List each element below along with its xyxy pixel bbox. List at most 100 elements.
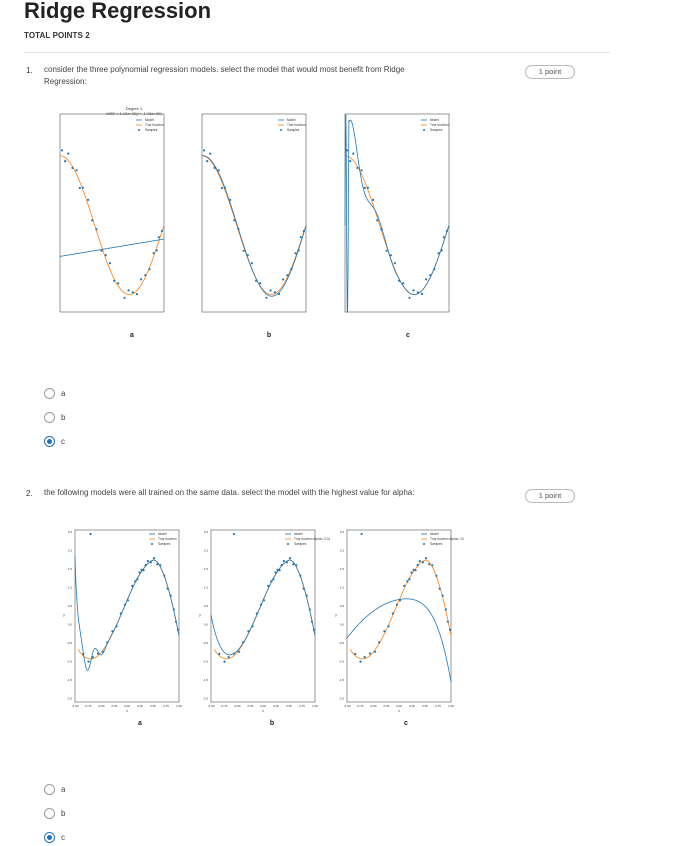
question-2-caption-b: b	[269, 720, 275, 727]
sample-point	[277, 292, 281, 296]
legend-label: Samples	[294, 542, 307, 546]
sample-point	[157, 236, 160, 239]
sample-point	[262, 599, 266, 602]
sample-point	[433, 268, 436, 271]
y-tick-label: 0.0	[204, 623, 209, 627]
question-2-text: the following models were all trained on…	[44, 488, 415, 497]
sample-point	[87, 660, 90, 663]
sample-point	[123, 296, 126, 299]
legend-marker	[287, 543, 289, 545]
radio-button-selected[interactable]	[44, 435, 55, 447]
sample-point	[425, 278, 428, 281]
radio-button-selected[interactable]	[44, 831, 55, 843]
radio-button[interactable]	[44, 411, 55, 423]
question-1-option-c[interactable]: c	[44, 434, 65, 448]
option-label: a	[61, 388, 66, 398]
sample-point	[302, 587, 305, 590]
outlier-point	[232, 532, 235, 536]
sample-point	[142, 569, 145, 572]
question-2-points-badge: 1 point	[525, 489, 575, 503]
sample-point	[424, 557, 428, 560]
y-tick-label: -0.5	[339, 641, 345, 645]
option-label: c	[61, 436, 65, 446]
sample-point	[346, 149, 349, 152]
sample-point	[67, 152, 70, 155]
y-tick-label: 0.5	[204, 604, 209, 608]
sample-point	[310, 620, 313, 623]
sample-point	[412, 568, 415, 571]
radio-button[interactable]	[44, 783, 55, 795]
sample-point	[250, 262, 253, 265]
sample-point	[282, 278, 285, 281]
sample-point	[398, 599, 402, 602]
y-tick-label: -0.5	[203, 641, 209, 645]
y-tick-label: 2.0	[204, 549, 209, 553]
sample-point	[278, 569, 281, 572]
radio-button[interactable]	[44, 387, 55, 399]
total-points: TOTAL POINTS 2	[24, 31, 90, 40]
sample-point	[238, 650, 241, 653]
sample-point	[368, 652, 371, 655]
sample-point	[149, 561, 152, 564]
sample-point	[403, 584, 406, 587]
sample-point	[416, 564, 419, 567]
x-axis-label: x	[398, 709, 400, 713]
legend-label: Model	[430, 532, 439, 536]
sample-point	[421, 561, 424, 564]
sample-point	[406, 580, 409, 583]
sample-point	[290, 268, 293, 271]
sample-point	[119, 612, 122, 615]
sample-point	[64, 160, 67, 163]
question-1-option-b[interactable]: b	[44, 410, 65, 424]
x-axis-label: x	[126, 709, 128, 713]
sample-point	[148, 268, 151, 271]
plot-frame	[74, 529, 180, 703]
question-1-option-a[interactable]: a	[44, 386, 65, 400]
plot-frame	[201, 113, 307, 313]
sample-point	[176, 628, 180, 631]
sample-point	[163, 574, 166, 577]
sample-point	[136, 578, 139, 581]
y-tick-label: -2.0	[203, 697, 209, 701]
legend-label: Model	[294, 532, 303, 536]
sample-point	[61, 149, 64, 152]
legend-label: True function	[430, 123, 449, 127]
sample-point	[428, 563, 431, 566]
x-tick-label: -0.25	[383, 704, 390, 708]
question-2-plots-image: 2.5 2.0 1.5 1.0 0.5 0.0 -0.5 -1.0 -1.5 -2.0 -1.00 -…	[63, 529, 464, 713]
header-divider	[24, 52, 610, 53]
x-tick-label: -0.50	[234, 704, 241, 708]
y-tick-label: 1.5	[340, 567, 345, 571]
x-tick-label: -1.00	[344, 704, 351, 708]
x-tick-label: -0.75	[85, 704, 92, 708]
sample-point	[352, 152, 355, 155]
x-tick-label: 0.50	[422, 704, 428, 708]
y-tick-label: 0.5	[340, 604, 345, 608]
x-tick-label: -1.00	[72, 704, 79, 708]
sample-point	[267, 584, 270, 587]
sample-point	[213, 166, 216, 169]
sample-point	[140, 278, 143, 281]
question-1-points-badge: 1 point	[525, 65, 575, 79]
question-2-caption-a: a	[138, 720, 142, 727]
sample-point	[81, 186, 84, 189]
question-2-option-c[interactable]: c	[44, 830, 65, 844]
sample-point	[429, 274, 432, 277]
y-tick-label: 2.5	[204, 530, 209, 534]
radio-button[interactable]	[44, 807, 55, 819]
sample-point	[308, 608, 311, 611]
legend-label: Model	[158, 532, 167, 536]
y-tick-label: 1.0	[68, 586, 73, 590]
question-2-option-b[interactable]: b	[44, 806, 65, 820]
sample-point	[265, 296, 268, 299]
legend-label: True function	[145, 123, 164, 127]
sample-point	[111, 630, 114, 633]
legend-label: True function Alpha= 10	[430, 537, 464, 541]
sample-point	[437, 252, 440, 255]
sample-point	[389, 254, 392, 257]
x-tick-label: -0.25	[247, 704, 254, 708]
legend-label: Model	[430, 118, 439, 122]
sample-point	[174, 620, 177, 623]
sample-point	[156, 563, 159, 566]
question-2-option-a[interactable]: a	[44, 782, 65, 796]
